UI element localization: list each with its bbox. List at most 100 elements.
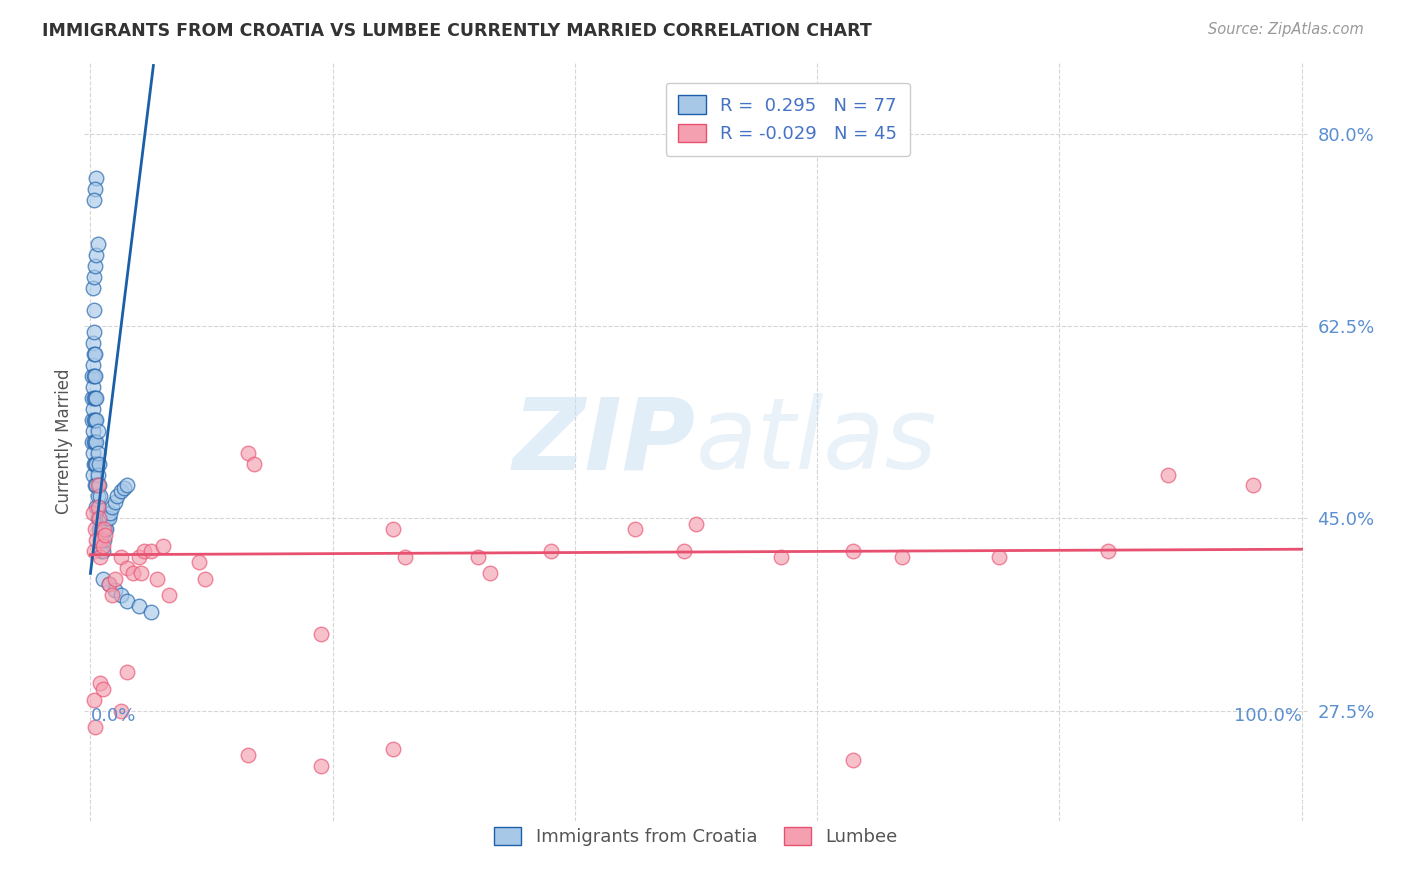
Point (91, 544, 114, 558)
Point (84, 434, 107, 449)
Point (236, 747, 259, 762)
Point (624, 523, 647, 537)
Point (86, 533, 108, 548)
Point (80, 391, 103, 405)
Point (84, 182, 107, 196)
Point (842, 544, 865, 558)
Point (84, 412, 107, 426)
Text: 0.0%: 0.0% (90, 706, 136, 725)
Point (83, 269, 105, 284)
Point (96, 511, 118, 525)
Text: atlas: atlas (696, 393, 938, 490)
Point (90, 544, 112, 558)
Point (82, 424, 104, 438)
Point (110, 588, 132, 602)
Point (104, 582, 127, 597)
Point (83, 544, 105, 558)
Point (115, 665, 138, 680)
Point (243, 457, 266, 471)
Point (83, 457, 105, 471)
Point (86, 391, 108, 405)
Text: IMMIGRANTS FROM CROATIA VS LUMBEE CURRENTLY MARRIED CORRELATION CHART: IMMIGRANTS FROM CROATIA VS LUMBEE CURREN… (42, 22, 872, 40)
Point (83, 325, 105, 339)
Point (101, 500, 124, 515)
Point (84, 523, 107, 537)
Point (121, 566, 143, 581)
Text: Source: ZipAtlas.com: Source: ZipAtlas.com (1208, 22, 1364, 37)
Point (112, 481, 135, 495)
Point (86, 412, 108, 426)
Point (83, 193, 105, 207)
Point (86, 478, 108, 492)
Point (89, 676, 111, 690)
Point (84, 478, 107, 492)
Point (672, 544, 695, 558)
Point (86, 457, 108, 471)
Point (82, 401, 104, 416)
Point (86, 424, 108, 438)
Point (87, 500, 110, 515)
Point (82, 358, 104, 372)
Point (101, 588, 124, 602)
Point (91, 572, 114, 586)
Point (97, 577, 120, 591)
Point (97, 511, 120, 525)
Point (87, 523, 110, 537)
Point (84, 259, 107, 273)
Point (84, 368, 107, 383)
Point (98, 506, 121, 520)
Point (128, 549, 150, 564)
Point (82, 445, 104, 459)
Y-axis label: Currently Married: Currently Married (55, 368, 73, 515)
Point (1241, 478, 1264, 492)
Point (82, 335, 104, 350)
Point (382, 742, 405, 756)
Point (91, 539, 114, 553)
Point (83, 368, 105, 383)
Text: ZIP: ZIP (513, 393, 696, 490)
Point (82, 379, 104, 393)
Point (890, 549, 912, 564)
Point (139, 544, 162, 558)
Point (152, 539, 174, 553)
Point (157, 588, 180, 602)
Point (84, 391, 107, 405)
Point (83, 346, 105, 360)
Point (139, 605, 162, 619)
Point (110, 704, 132, 718)
Point (128, 599, 150, 614)
Point (394, 549, 416, 564)
Point (146, 572, 169, 586)
Point (82, 506, 104, 520)
Point (86, 236, 108, 251)
Point (94, 528, 117, 542)
Point (84, 457, 107, 471)
Point (685, 516, 707, 531)
Point (129, 566, 152, 581)
Point (80, 368, 103, 383)
Point (540, 544, 562, 558)
Point (132, 544, 155, 558)
Point (89, 549, 111, 564)
Point (467, 549, 489, 564)
Point (188, 556, 211, 570)
Point (93, 523, 115, 537)
Point (94, 523, 117, 537)
Point (96, 523, 118, 537)
Point (90, 533, 112, 548)
Point (86, 500, 108, 515)
Point (91, 523, 114, 537)
Point (115, 561, 138, 575)
Point (89, 511, 111, 525)
Point (87, 457, 110, 471)
Point (1097, 544, 1119, 558)
Point (86, 248, 108, 262)
Point (82, 467, 104, 482)
Legend: Immigrants from Croatia, Lumbee: Immigrants from Croatia, Lumbee (486, 820, 905, 854)
Point (97, 577, 120, 591)
Point (86, 511, 108, 525)
Point (104, 495, 127, 509)
Point (89, 490, 111, 504)
Point (84, 720, 107, 734)
Point (87, 511, 110, 525)
